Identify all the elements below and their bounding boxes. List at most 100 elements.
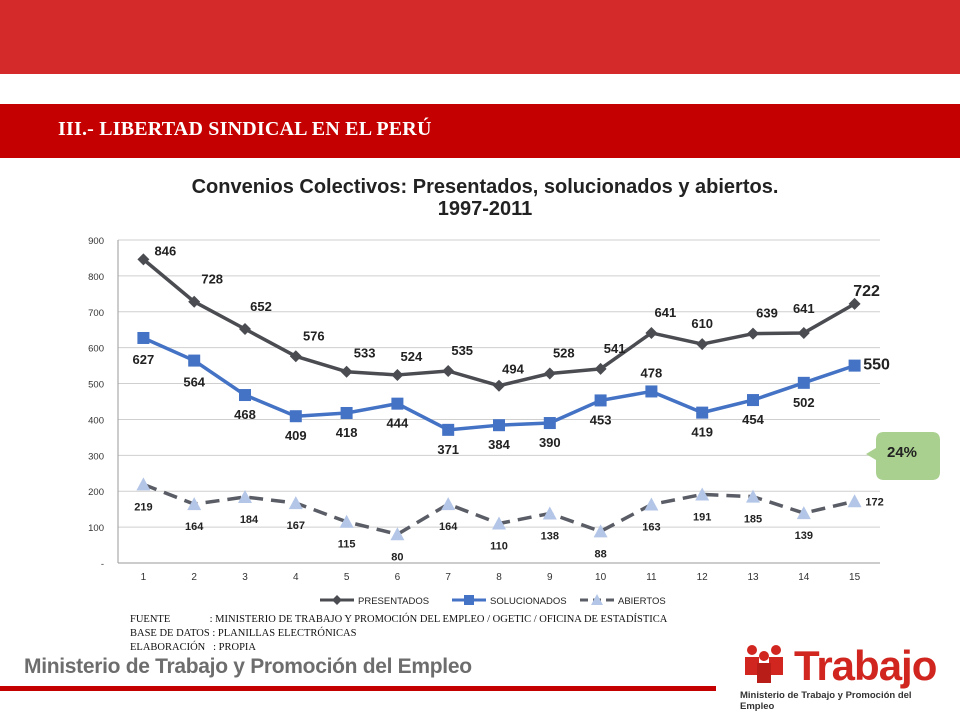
data-point bbox=[847, 494, 862, 508]
base-sep: : bbox=[209, 628, 218, 639]
data-point bbox=[492, 516, 506, 530]
data-label: 641 bbox=[655, 305, 677, 320]
footnote-fuente: FUENTE : MINISTERIO DE TRABAJO Y PROMOCI… bbox=[130, 613, 667, 627]
data-label: 384 bbox=[488, 437, 510, 452]
x-tick-label: 7 bbox=[445, 572, 451, 583]
logo-wordmark: Trabajo bbox=[794, 642, 937, 689]
data-label: 184 bbox=[240, 514, 259, 526]
data-point bbox=[696, 338, 709, 351]
data-point bbox=[848, 359, 861, 372]
data-label: 610 bbox=[691, 316, 713, 331]
x-tick-label: 14 bbox=[798, 572, 810, 583]
ministry-logo: Trabajo Ministerio de Trabajo y Promoció… bbox=[740, 640, 940, 712]
data-label: 444 bbox=[387, 416, 409, 431]
x-tick-label: 1 bbox=[141, 572, 147, 583]
data-point bbox=[390, 527, 405, 541]
data-point bbox=[493, 379, 505, 392]
data-point bbox=[239, 389, 251, 402]
data-label: 110 bbox=[490, 541, 508, 553]
data-point bbox=[644, 497, 659, 511]
data-label: 172 bbox=[865, 496, 883, 508]
data-label: 846 bbox=[155, 243, 177, 258]
data-label: 728 bbox=[201, 272, 223, 287]
data-point bbox=[797, 376, 810, 389]
data-point bbox=[797, 326, 810, 339]
elab-sep: : bbox=[205, 642, 219, 653]
footer-ministry-name: Ministerio de Trabajo y Promoción del Em… bbox=[24, 655, 472, 678]
data-label: 371 bbox=[437, 442, 459, 457]
data-label: 652 bbox=[250, 299, 272, 314]
data-point bbox=[645, 385, 658, 398]
people-logo-icon bbox=[740, 640, 788, 686]
data-point bbox=[747, 394, 759, 407]
data-point bbox=[137, 331, 150, 344]
data-point bbox=[239, 323, 251, 336]
legend-marker bbox=[591, 594, 603, 605]
section-title: III.- LIBERTAD SINDICAL EN EL PERÚ bbox=[58, 118, 432, 140]
y-tick-label: 100 bbox=[88, 523, 104, 534]
fuente-label: FUENTE bbox=[130, 614, 171, 625]
data-label: 576 bbox=[303, 328, 325, 343]
data-label: 639 bbox=[756, 306, 778, 321]
x-tick-label: 15 bbox=[849, 572, 861, 583]
data-label: 502 bbox=[793, 395, 815, 410]
y-tick-label: 200 bbox=[88, 487, 104, 498]
data-point bbox=[442, 423, 455, 436]
y-tick-label: 500 bbox=[88, 380, 104, 391]
y-tick-label: 700 bbox=[88, 308, 104, 319]
data-point bbox=[542, 506, 557, 520]
data-label: 191 bbox=[693, 511, 711, 523]
base-value: PLANILLAS ELECTRÓNICAS bbox=[217, 628, 357, 639]
y-tick-label: - bbox=[101, 559, 104, 570]
data-label: 627 bbox=[133, 352, 155, 367]
data-point bbox=[288, 496, 303, 510]
data-label: 88 bbox=[594, 548, 606, 560]
x-tick-label: 13 bbox=[747, 572, 759, 583]
data-label: 167 bbox=[287, 520, 305, 532]
legend-marker bbox=[332, 595, 342, 605]
data-label: 550 bbox=[863, 357, 890, 374]
data-label: 641 bbox=[793, 301, 815, 316]
data-point bbox=[593, 524, 608, 538]
data-point bbox=[594, 394, 607, 407]
data-point bbox=[747, 327, 759, 340]
data-point bbox=[442, 364, 455, 377]
data-label: 139 bbox=[795, 530, 813, 542]
data-label: 453 bbox=[590, 412, 612, 427]
y-tick-label: 900 bbox=[88, 236, 104, 247]
data-point bbox=[796, 506, 811, 520]
data-point bbox=[136, 477, 151, 491]
data-label: 535 bbox=[451, 343, 473, 358]
legend-label: SOLUCIONADOS bbox=[490, 596, 567, 607]
chart-title-main: Convenios Colectivos: Presentados, soluc… bbox=[191, 176, 779, 198]
data-point bbox=[340, 406, 353, 419]
data-point bbox=[339, 514, 354, 528]
data-point bbox=[289, 350, 302, 363]
x-tick-label: 10 bbox=[595, 572, 607, 583]
data-label: 528 bbox=[553, 346, 575, 361]
data-point bbox=[391, 368, 404, 381]
data-point bbox=[493, 419, 505, 432]
data-point bbox=[594, 362, 607, 375]
data-label: 533 bbox=[354, 346, 376, 361]
data-point bbox=[188, 354, 201, 367]
data-label: 722 bbox=[853, 283, 880, 300]
x-tick-label: 6 bbox=[395, 572, 401, 583]
y-tick-label: 300 bbox=[88, 451, 104, 462]
data-label: 419 bbox=[691, 425, 713, 440]
footnotes: FUENTE : MINISTERIO DE TRABAJO Y PROMOCI… bbox=[130, 613, 667, 655]
x-tick-label: 2 bbox=[191, 572, 197, 583]
data-point bbox=[695, 487, 710, 501]
data-label: 494 bbox=[502, 362, 524, 377]
data-point bbox=[188, 295, 201, 308]
data-label: 80 bbox=[391, 551, 403, 563]
data-label: 390 bbox=[539, 435, 561, 450]
data-point bbox=[441, 497, 456, 511]
data-point bbox=[645, 326, 658, 339]
data-point bbox=[746, 489, 760, 503]
legend-label: ABIERTOS bbox=[618, 596, 666, 607]
data-label: 115 bbox=[338, 539, 356, 551]
x-tick-label: 8 bbox=[496, 572, 502, 583]
percentage-bubble-shape bbox=[866, 432, 940, 480]
data-point bbox=[543, 417, 556, 430]
